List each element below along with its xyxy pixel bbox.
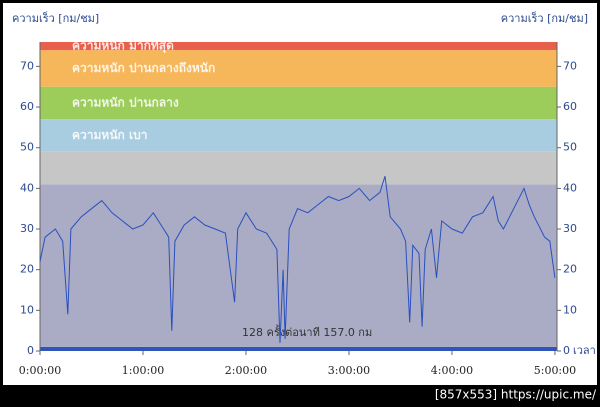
y-tick-label: 50 [20,141,34,154]
y2-tick-label: 30 [563,222,577,235]
x-tick-label: 1:00:00 [122,364,164,377]
band [40,184,557,347]
y-tick-label: 60 [20,100,34,113]
band-label: ความหนัก ปานกลางถึงหนัก [72,61,215,75]
y-axis-title: ความเร็ว [กม/ชม] [12,11,99,25]
y2-tick-label: 70 [563,59,577,72]
y-tick-label: 10 [20,303,34,316]
x-tick-label: 4:00:00 [431,364,473,377]
y2-tick-label: 20 [563,263,577,276]
footer: [857x553] https://upic.me/ [435,388,597,402]
band-label: ความหนัก เบา [72,128,147,142]
y-tick-label: 0 [27,344,34,357]
band [40,119,557,152]
y-tick-label: 40 [20,181,34,194]
y2-tick-label: 60 [563,100,577,113]
x-tick-label: 2:00:00 [225,364,267,377]
band [40,42,557,51]
annotation: 128 ครั้งต่อนาที 157.0 กม [242,324,372,339]
y2-tick-label: 10 [563,303,577,316]
x-axis-title: เวลา [573,344,596,357]
y2-axis-title: ความเร็ว [กม/ชม] [501,11,588,25]
band [40,50,557,87]
x-tick-label: 3:00:00 [328,364,370,377]
y2-tick-label: 0 [563,344,570,357]
y2-tick-label: 50 [563,141,577,154]
band [40,86,557,120]
y-tick-label: 70 [20,59,34,72]
y-tick-label: 20 [20,263,34,276]
band [40,346,557,351]
y-tick-label: 30 [20,222,34,235]
band [40,151,557,185]
band-label: ความหนัก มากที่สุด [72,37,174,54]
y2-tick-label: 40 [563,181,577,194]
band-label: ความหนัก ปานกลาง [72,95,179,109]
x-tick-label: 5:00:00 [534,364,576,377]
line-series [39,176,556,343]
x-tick-label: 0:00:00 [19,364,61,377]
